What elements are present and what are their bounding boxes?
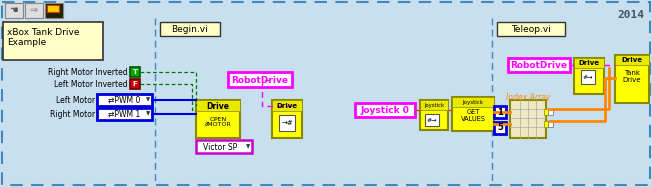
- Bar: [420, 100, 448, 110]
- Bar: [574, 58, 604, 68]
- Bar: [160, 22, 220, 36]
- Text: ⇄PWM 0: ⇄PWM 0: [108, 96, 140, 105]
- Text: Drive: Drive: [621, 57, 643, 63]
- Polygon shape: [97, 108, 104, 120]
- Bar: [510, 100, 546, 138]
- Bar: [544, 109, 548, 115]
- Text: T: T: [132, 69, 138, 75]
- Bar: [615, 55, 649, 103]
- Text: F: F: [132, 81, 138, 87]
- Text: 2014: 2014: [617, 10, 644, 20]
- Text: Right Motor: Right Motor: [50, 110, 95, 119]
- Text: 1: 1: [497, 108, 503, 117]
- Bar: [196, 100, 240, 111]
- Text: xBox Tank Drive
Example: xBox Tank Drive Example: [7, 28, 80, 47]
- Bar: [574, 58, 604, 94]
- Bar: [615, 55, 649, 65]
- Bar: [581, 70, 595, 84]
- Text: Index Array: Index Array: [506, 93, 550, 102]
- Text: Drive: Drive: [578, 60, 600, 66]
- Bar: [425, 114, 439, 126]
- Bar: [97, 94, 152, 106]
- Text: ☚: ☚: [10, 5, 18, 15]
- Text: ▼: ▼: [146, 97, 150, 102]
- Bar: [548, 121, 553, 127]
- Bar: [272, 100, 302, 138]
- Text: Tank
Drive: Tank Drive: [623, 70, 642, 82]
- Bar: [508, 58, 570, 72]
- Bar: [355, 103, 415, 117]
- Text: →#: →#: [281, 120, 293, 126]
- Bar: [452, 97, 494, 107]
- Text: Joystick 0: Joystick 0: [361, 105, 409, 114]
- Bar: [544, 121, 548, 127]
- Text: RobotDrive: RobotDrive: [511, 61, 567, 70]
- Bar: [272, 100, 302, 111]
- Bar: [497, 22, 565, 36]
- Bar: [494, 106, 506, 118]
- Text: #→: #→: [427, 117, 437, 122]
- Bar: [548, 109, 553, 115]
- Text: Teleop.vi: Teleop.vi: [511, 24, 551, 33]
- Bar: [494, 122, 506, 134]
- Bar: [196, 100, 240, 138]
- Bar: [420, 100, 448, 130]
- Text: Drive: Drive: [276, 103, 297, 109]
- Text: RobotDrive: RobotDrive: [231, 76, 288, 85]
- Bar: [279, 115, 295, 131]
- Bar: [47, 5, 59, 12]
- Text: ▼: ▼: [146, 111, 150, 117]
- Text: ▼: ▼: [246, 145, 250, 149]
- Polygon shape: [97, 94, 104, 106]
- Bar: [45, 3, 63, 18]
- Text: Victor SP: Victor SP: [203, 142, 237, 151]
- Text: Left Motor: Left Motor: [56, 96, 95, 105]
- Bar: [228, 72, 292, 87]
- Text: 5: 5: [497, 123, 503, 133]
- Bar: [130, 67, 140, 77]
- Text: ⇒: ⇒: [30, 5, 38, 15]
- Text: ⇄PWM 1: ⇄PWM 1: [108, 110, 140, 119]
- Text: Right Motor Inverted: Right Motor Inverted: [48, 68, 128, 76]
- Bar: [130, 79, 140, 89]
- Text: Joystick: Joystick: [424, 102, 444, 108]
- Bar: [5, 3, 23, 18]
- Bar: [3, 22, 103, 60]
- Bar: [25, 3, 43, 18]
- Bar: [196, 140, 252, 153]
- Text: Begin.vi: Begin.vi: [171, 24, 209, 33]
- Text: Left Motor Inverted: Left Motor Inverted: [54, 79, 128, 88]
- Bar: [452, 97, 494, 131]
- Text: GET
VALUES: GET VALUES: [460, 108, 486, 122]
- Text: OPEN
∂MOTOR: OPEN ∂MOTOR: [205, 117, 231, 127]
- Text: Joystick: Joystick: [462, 99, 484, 105]
- Bar: [97, 108, 152, 120]
- Bar: [45, 3, 63, 18]
- Text: Drive: Drive: [207, 102, 230, 111]
- Text: #→: #→: [583, 74, 593, 79]
